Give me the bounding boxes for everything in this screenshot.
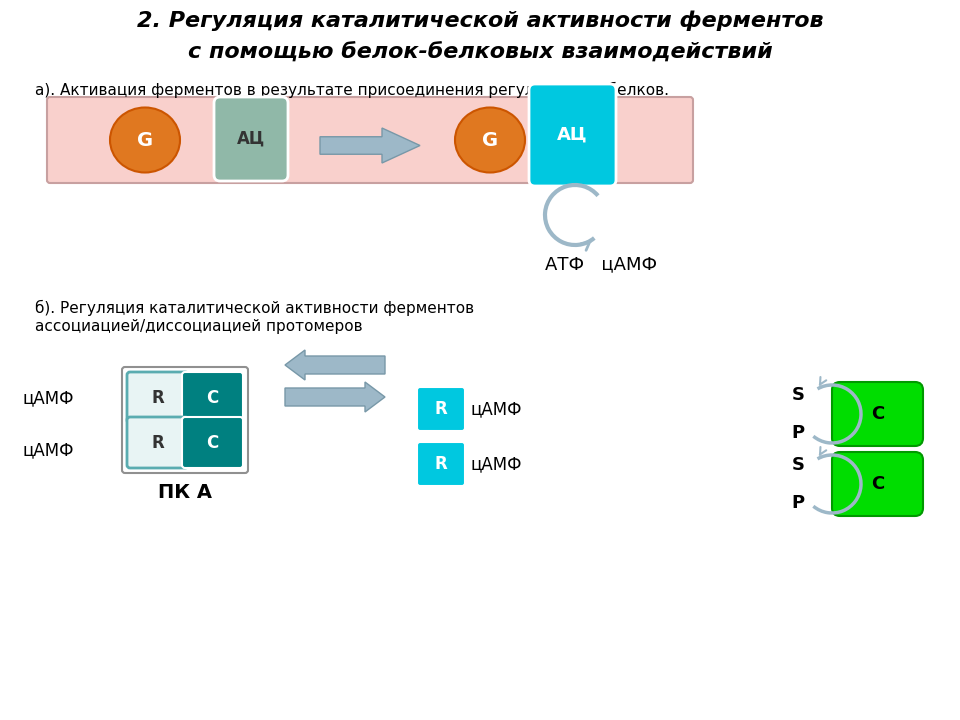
Text: б). Регуляция каталитической активности ферментов
ассоциацией/диссоциацией прото: б). Регуляция каталитической активности … — [35, 300, 474, 333]
Ellipse shape — [455, 107, 525, 173]
Text: АЦ: АЦ — [557, 126, 588, 144]
Text: цАМФ: цАМФ — [22, 389, 74, 407]
FancyBboxPatch shape — [529, 84, 616, 186]
Text: цАМФ: цАМФ — [470, 400, 521, 418]
Text: S: S — [792, 456, 805, 474]
Text: C: C — [206, 433, 219, 451]
Text: S: S — [792, 386, 805, 404]
Text: цАМФ: цАМФ — [22, 441, 74, 459]
Text: P: P — [792, 424, 805, 442]
Text: 2. Регуляция каталитической активности ферментов: 2. Регуляция каталитической активности ф… — [136, 10, 824, 30]
Text: АТФ   цАМФ: АТФ цАМФ — [545, 255, 658, 273]
Text: C: C — [206, 389, 219, 407]
FancyBboxPatch shape — [127, 417, 188, 468]
FancyBboxPatch shape — [214, 97, 288, 181]
Text: G: G — [482, 130, 498, 150]
FancyBboxPatch shape — [182, 417, 243, 468]
Text: P: P — [792, 494, 805, 512]
Text: а). Активация ферментов в результате присоединения регуляторных белков.: а). Активация ферментов в результате при… — [35, 82, 669, 98]
Polygon shape — [285, 350, 385, 380]
Polygon shape — [320, 128, 420, 163]
Text: ПК А: ПК А — [158, 483, 212, 502]
Text: R: R — [151, 389, 164, 407]
Ellipse shape — [110, 107, 180, 173]
Text: C: C — [871, 475, 884, 493]
FancyBboxPatch shape — [417, 387, 465, 431]
Text: R: R — [435, 455, 447, 473]
FancyBboxPatch shape — [832, 452, 923, 516]
Polygon shape — [285, 382, 385, 412]
FancyBboxPatch shape — [47, 97, 693, 183]
Text: с помощью белок-белковых взаимодействий: с помощью белок-белковых взаимодействий — [187, 42, 773, 63]
Text: АЦ: АЦ — [237, 130, 265, 148]
Text: R: R — [151, 433, 164, 451]
Text: R: R — [435, 400, 447, 418]
FancyBboxPatch shape — [832, 382, 923, 446]
Text: G: G — [137, 130, 153, 150]
FancyBboxPatch shape — [417, 442, 465, 486]
FancyBboxPatch shape — [182, 372, 243, 423]
Text: C: C — [871, 405, 884, 423]
Text: цАМФ: цАМФ — [470, 455, 521, 473]
FancyBboxPatch shape — [127, 372, 188, 423]
